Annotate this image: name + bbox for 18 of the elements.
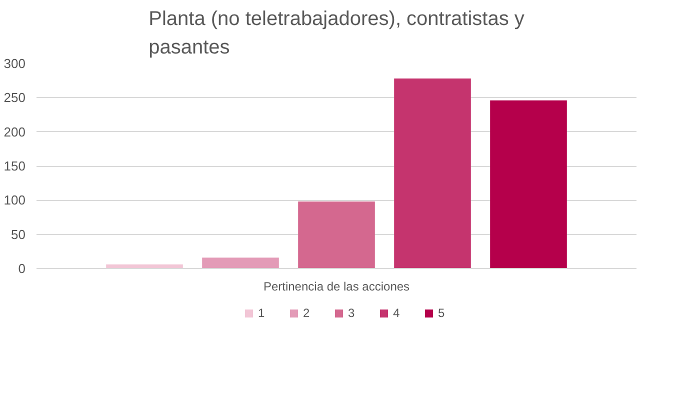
bar: [490, 100, 567, 268]
y-tick-label: 200: [4, 124, 26, 140]
legend-label: 5: [438, 306, 446, 320]
legend-label: 2: [303, 306, 311, 320]
bar: [202, 258, 279, 268]
y-tick-label: 100: [4, 192, 26, 208]
y-tick-label: 0: [18, 261, 26, 276]
y-tick-label: 300: [4, 56, 26, 71]
y-tick-label: 50: [11, 226, 26, 242]
chart-title: Planta (no teletrabajadores), contratistas y pasantes: [148, 8, 524, 58]
bar: [298, 202, 375, 268]
x-tick-label: Pertinencia de las acciones: [263, 280, 410, 294]
y-tick-label: 150: [4, 158, 26, 174]
legend-label: 1: [258, 306, 266, 320]
bar: [394, 78, 471, 268]
legend-label: 4: [393, 306, 401, 320]
y-tick-label: 250: [4, 90, 26, 106]
legend-label: 3: [348, 306, 356, 320]
